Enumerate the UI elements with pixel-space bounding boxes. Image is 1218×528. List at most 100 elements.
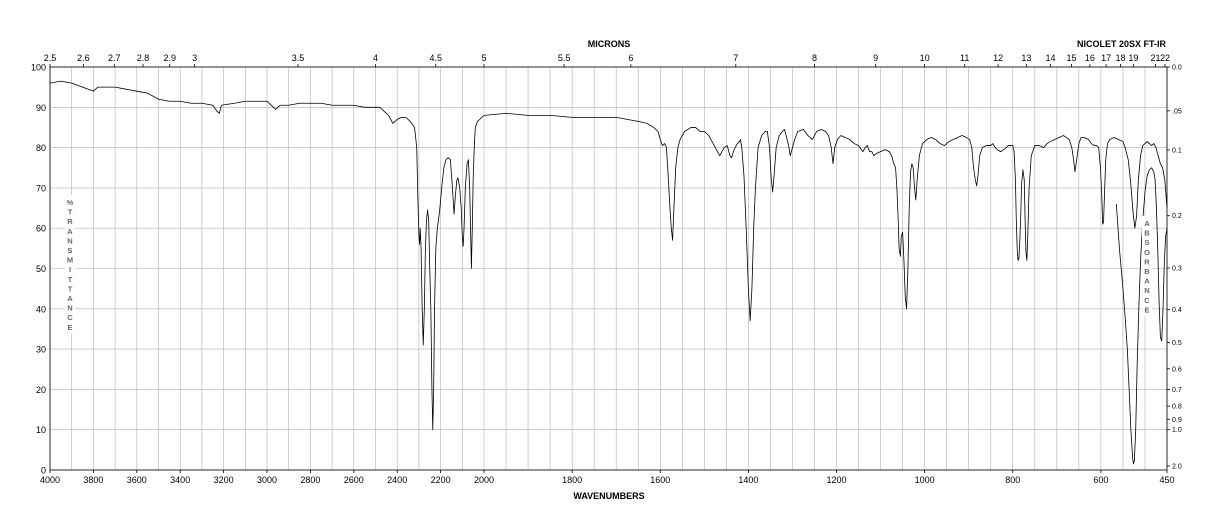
absorbance-tick-label: 1.0 (1172, 427, 1182, 434)
absorbance-tick-label: 0.1 (1172, 147, 1182, 154)
micron-tick-label: 4.5 (430, 53, 443, 63)
micron-tick-label: 21 (1150, 53, 1160, 63)
axis-title-letter: N (67, 236, 72, 245)
y-tick-label: 90 (36, 103, 46, 113)
plot-frame (49, 66, 1168, 471)
x-tick-label: 2000 (474, 475, 494, 485)
x-tick-label: 2400 (387, 475, 407, 485)
micron-tick-label: 5.5 (558, 53, 571, 63)
axis-title-letter: M (67, 256, 73, 265)
x-tick-label: 3800 (83, 475, 103, 485)
absorbance-tick-label: 0.6 (1172, 366, 1182, 373)
micron-tick-label: 5 (481, 53, 486, 63)
y-tick-label: 80 (36, 143, 46, 153)
micron-tick-label: 10 (920, 53, 930, 63)
axis-title-letter: S (67, 246, 72, 255)
x-tick-label: 1200 (827, 475, 847, 485)
absorbance-tick-label: 0.2 (1172, 213, 1182, 220)
absorbance-tick-label: 0.8 (1172, 404, 1182, 411)
micron-tick-label: 7 (733, 53, 738, 63)
x-tick-label: 2800 (300, 475, 320, 485)
absorbance-tick-label: 0.0 (1172, 65, 1182, 72)
x-axis-microns: 2.5 2.6 2.7 2.8 2.9 3 3.5 4 4.5 5 5.5 6 7 8 9 10 11 12 13 1… (44, 53, 1170, 67)
y-axis-transmittance: 0 10 20 30 40 50 60 70 80 90 100 (31, 63, 46, 476)
micron-tick-label: 11 (960, 53, 969, 63)
x-tick-label: 2600 (344, 475, 364, 485)
y-tick-label: 20 (36, 385, 46, 395)
micron-tick-label: 2.5 (44, 53, 57, 63)
absorbance-tick-label: 0.4 (1172, 307, 1182, 314)
absorbance-tick-label: 2.0 (1172, 463, 1182, 470)
x-tick-label: 3400 (170, 475, 190, 485)
micron-tick-label: 2.8 (137, 53, 150, 63)
y-tick-label: 50 (36, 264, 46, 274)
axis-title-letter: N (67, 304, 72, 313)
axis-title-letter: T (68, 208, 73, 217)
micron-tick-label: 17 (1101, 53, 1111, 63)
micron-tick-label: 2.9 (163, 53, 176, 63)
axis-title-letter: E (67, 323, 72, 332)
wavenumbers-axis-title: WAVENUMBERS (573, 491, 644, 501)
micron-tick-label: 8 (812, 53, 817, 63)
micron-tick-label: 4 (373, 53, 378, 63)
micron-tick-label: 15 (1067, 53, 1077, 63)
x-tick-label: 1400 (738, 475, 758, 485)
x-tick-label: 3200 (214, 475, 234, 485)
x-axis-wavenumbers: 4000 3800 3600 3400 3200 3000 2800 2600 2400 2200… (40, 470, 1175, 485)
micron-tick-label: 14 (1046, 53, 1056, 63)
axis-title-letter: E (1144, 305, 1149, 314)
y-tick-label: 40 (36, 304, 46, 314)
x-tick-label: 2200 (431, 475, 451, 485)
x-tick-label: 450 (1159, 475, 1174, 485)
absorbance-tick-label: 0.3 (1172, 266, 1182, 273)
axis-title-letter: C (67, 313, 73, 322)
absorbance-tick-label: 0.7 (1172, 387, 1182, 394)
micron-tick-label: 9 (873, 53, 878, 63)
axis-title-letter: N (1144, 286, 1149, 295)
micron-tick-label: 13 (1021, 53, 1031, 63)
micron-tick-label: 3.5 (292, 53, 305, 63)
microns-axis-title: MICRONS (588, 39, 631, 49)
absorbance-tick-label: 0.5 (1172, 340, 1182, 347)
axis-title-letter: B (1144, 229, 1150, 238)
spectrum-line-1 (1115, 167, 1168, 465)
axis-title-letter: A (67, 227, 73, 236)
axis-title-letter: B (1144, 267, 1150, 276)
y-tick-label: 0 (41, 466, 46, 476)
axis-title-letter: A (67, 294, 73, 303)
x-tick-label: 3000 (257, 475, 277, 485)
axis-title-letter: I (69, 265, 71, 274)
micron-tick-label: 22 (1160, 53, 1170, 63)
x-tick-label: 1000 (915, 475, 935, 485)
micron-tick-label: 2.6 (77, 53, 90, 63)
x-tick-label: 4000 (40, 475, 60, 485)
absorbance-tick-label: .05 (1172, 108, 1182, 115)
axis-title-letter: R (67, 217, 73, 226)
axis-title-letter: T (68, 275, 73, 284)
axis-title-letter: O (1144, 248, 1150, 257)
x-tick-label: 1800 (562, 475, 582, 485)
y-tick-label: 70 (36, 183, 46, 193)
x-tick-label: 3600 (127, 475, 147, 485)
y-tick-label: 10 (36, 425, 46, 435)
axis-title-letter: R (1144, 257, 1150, 266)
axis-title-letter: T (68, 284, 73, 293)
axis-title-backdrop (65, 195, 75, 334)
micron-tick-label: 19 (1128, 53, 1138, 63)
instrument-title: NICOLET 20SX FT-IR (1077, 39, 1167, 49)
axis-title-letter: % (67, 198, 74, 207)
grid-lines (49, 66, 1168, 471)
axis-title-letter: C (1144, 296, 1150, 305)
spectrum-traces (49, 80, 1168, 465)
micron-tick-label: 3 (192, 53, 197, 63)
x-tick-label: 600 (1093, 475, 1108, 485)
y-tick-label: 100 (31, 63, 46, 73)
axis-title-letter: S (1144, 238, 1149, 247)
spectrum-line-0 (49, 80, 1168, 431)
micron-tick-label: 16 (1085, 53, 1095, 63)
x-tick-label: 1600 (650, 475, 670, 485)
axis-title-backdrop (1142, 216, 1152, 316)
axis-title-letter: A (1144, 277, 1150, 286)
